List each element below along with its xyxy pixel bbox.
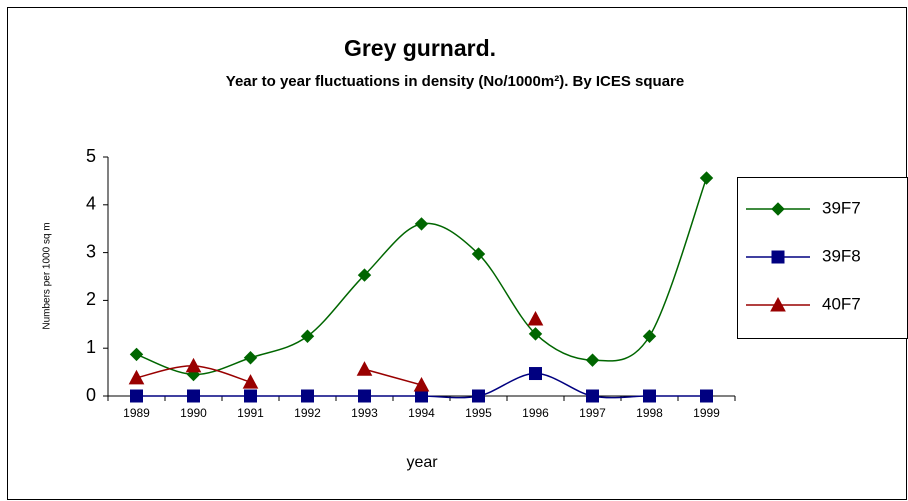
x-tick-label: 1997 <box>579 406 606 420</box>
triangle-marker <box>413 376 430 392</box>
x-tick-label: 1990 <box>180 406 207 420</box>
x-tick-label: 1991 <box>237 406 264 420</box>
diamond-marker <box>528 327 543 341</box>
triangle-marker <box>128 369 145 385</box>
triangle-marker <box>242 374 259 389</box>
square-marker <box>358 389 371 403</box>
square-marker <box>472 389 485 403</box>
x-tick-label: 1989 <box>123 406 150 420</box>
y-tick-label: 3 <box>86 241 96 261</box>
y-tick-label: 5 <box>86 146 96 166</box>
y-tick-label: 0 <box>86 385 96 405</box>
x-axis-label: year <box>406 454 438 471</box>
diamond-marker <box>129 347 144 362</box>
x-tick-label: 1996 <box>522 406 549 420</box>
x-tick-label: 1993 <box>351 406 378 420</box>
x-tick-label: 1998 <box>636 406 663 420</box>
diamond-marker <box>414 217 429 231</box>
x-tick-label: 1999 <box>693 406 720 420</box>
diamond-marker <box>300 329 315 343</box>
square-marker <box>700 389 713 403</box>
square-marker <box>244 389 257 403</box>
diamond-marker <box>771 202 785 216</box>
square-marker <box>771 250 785 264</box>
chart-title: Grey gurnard. <box>344 35 496 61</box>
x-tick-label: 1995 <box>465 406 492 420</box>
y-tick-label: 4 <box>86 194 96 214</box>
square-marker <box>415 389 428 403</box>
square-marker <box>187 389 200 403</box>
square-marker <box>643 389 656 403</box>
triangle-marker <box>770 296 786 312</box>
legend-label: 39F7 <box>822 198 861 217</box>
square-marker <box>529 367 542 381</box>
chart-subtitle: Year to year fluctuations in density (No… <box>226 73 684 90</box>
diamond-marker <box>243 351 258 365</box>
y-tick-label: 1 <box>86 337 96 357</box>
legend-label: 40F7 <box>822 294 861 313</box>
x-tick-label: 1994 <box>408 406 435 420</box>
diamond-marker <box>357 268 372 282</box>
legend-box <box>737 177 908 339</box>
triangle-marker <box>356 361 373 376</box>
diamond-marker <box>642 329 657 343</box>
y-axis-label: Numbers per 1000 sq m <box>42 222 53 329</box>
triangle-marker <box>527 310 544 326</box>
triangle-marker <box>185 357 202 373</box>
diamond-marker <box>699 171 714 185</box>
x-tick-label: 1992 <box>294 406 321 420</box>
square-marker <box>586 389 599 403</box>
diamond-marker <box>585 353 600 367</box>
diamond-marker <box>471 247 486 261</box>
square-marker <box>130 389 143 403</box>
square-marker <box>301 389 314 403</box>
y-tick-label: 2 <box>86 289 96 309</box>
legend-label: 39F8 <box>822 246 861 265</box>
